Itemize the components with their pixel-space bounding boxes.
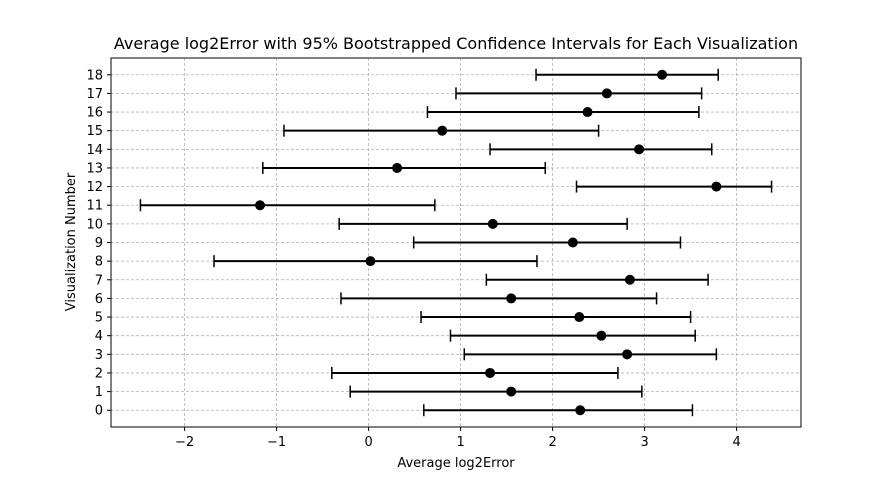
mean-point	[506, 293, 517, 304]
mean-point	[392, 162, 403, 173]
mean-point	[711, 181, 722, 192]
mean-point	[657, 69, 668, 80]
y-tick-label: 10	[86, 217, 103, 232]
mean-point	[487, 218, 498, 229]
x-tick-label: 3	[640, 435, 648, 450]
mean-point	[365, 256, 376, 267]
y-tick-label: 9	[95, 236, 103, 251]
mean-point	[506, 386, 517, 397]
x-tick-label: 2	[548, 435, 556, 450]
mean-point	[596, 330, 607, 341]
y-tick-label: 1	[95, 385, 103, 400]
x-axis-label: Average log2Error	[397, 456, 515, 471]
y-tick-label: 6	[95, 292, 103, 307]
mean-point	[622, 349, 633, 360]
y-tick-label: 8	[95, 255, 103, 270]
mean-point	[437, 125, 448, 136]
y-tick-label: 16	[86, 106, 103, 121]
y-tick-label: 14	[86, 143, 103, 158]
y-tick-label: 18	[86, 68, 103, 83]
chart-title: Average log2Error with 95% Bootstrapped …	[114, 34, 798, 53]
y-tick-label: 3	[95, 348, 103, 363]
y-tick-label: 11	[86, 199, 103, 214]
x-tick-label: 0	[364, 435, 372, 450]
mean-point	[255, 200, 266, 211]
y-tick-label: 15	[86, 124, 103, 139]
mean-point	[634, 144, 645, 155]
mean-point	[601, 88, 612, 99]
mean-point	[582, 107, 593, 118]
y-tick-label: 4	[95, 329, 103, 344]
x-tick-label: −2	[175, 435, 194, 450]
y-tick-label: 13	[86, 161, 103, 176]
x-tick-label: 1	[456, 435, 464, 450]
y-tick-label: 0	[95, 404, 103, 419]
y-tick-label: 7	[95, 273, 103, 288]
mean-point	[574, 312, 585, 323]
y-axis-label: Visualization Number	[64, 172, 79, 311]
data-layer	[139, 68, 773, 417]
x-tick-label: −1	[267, 435, 286, 450]
mean-point	[485, 367, 496, 378]
mean-point	[624, 274, 635, 285]
mean-point	[567, 237, 578, 248]
y-tick-label: 17	[86, 87, 103, 102]
y-tick-label: 2	[95, 366, 103, 381]
x-tick-label: 4	[732, 435, 740, 450]
y-tick-label: 5	[95, 311, 103, 326]
y-tick-label: 12	[86, 180, 103, 195]
mean-point	[575, 405, 586, 416]
